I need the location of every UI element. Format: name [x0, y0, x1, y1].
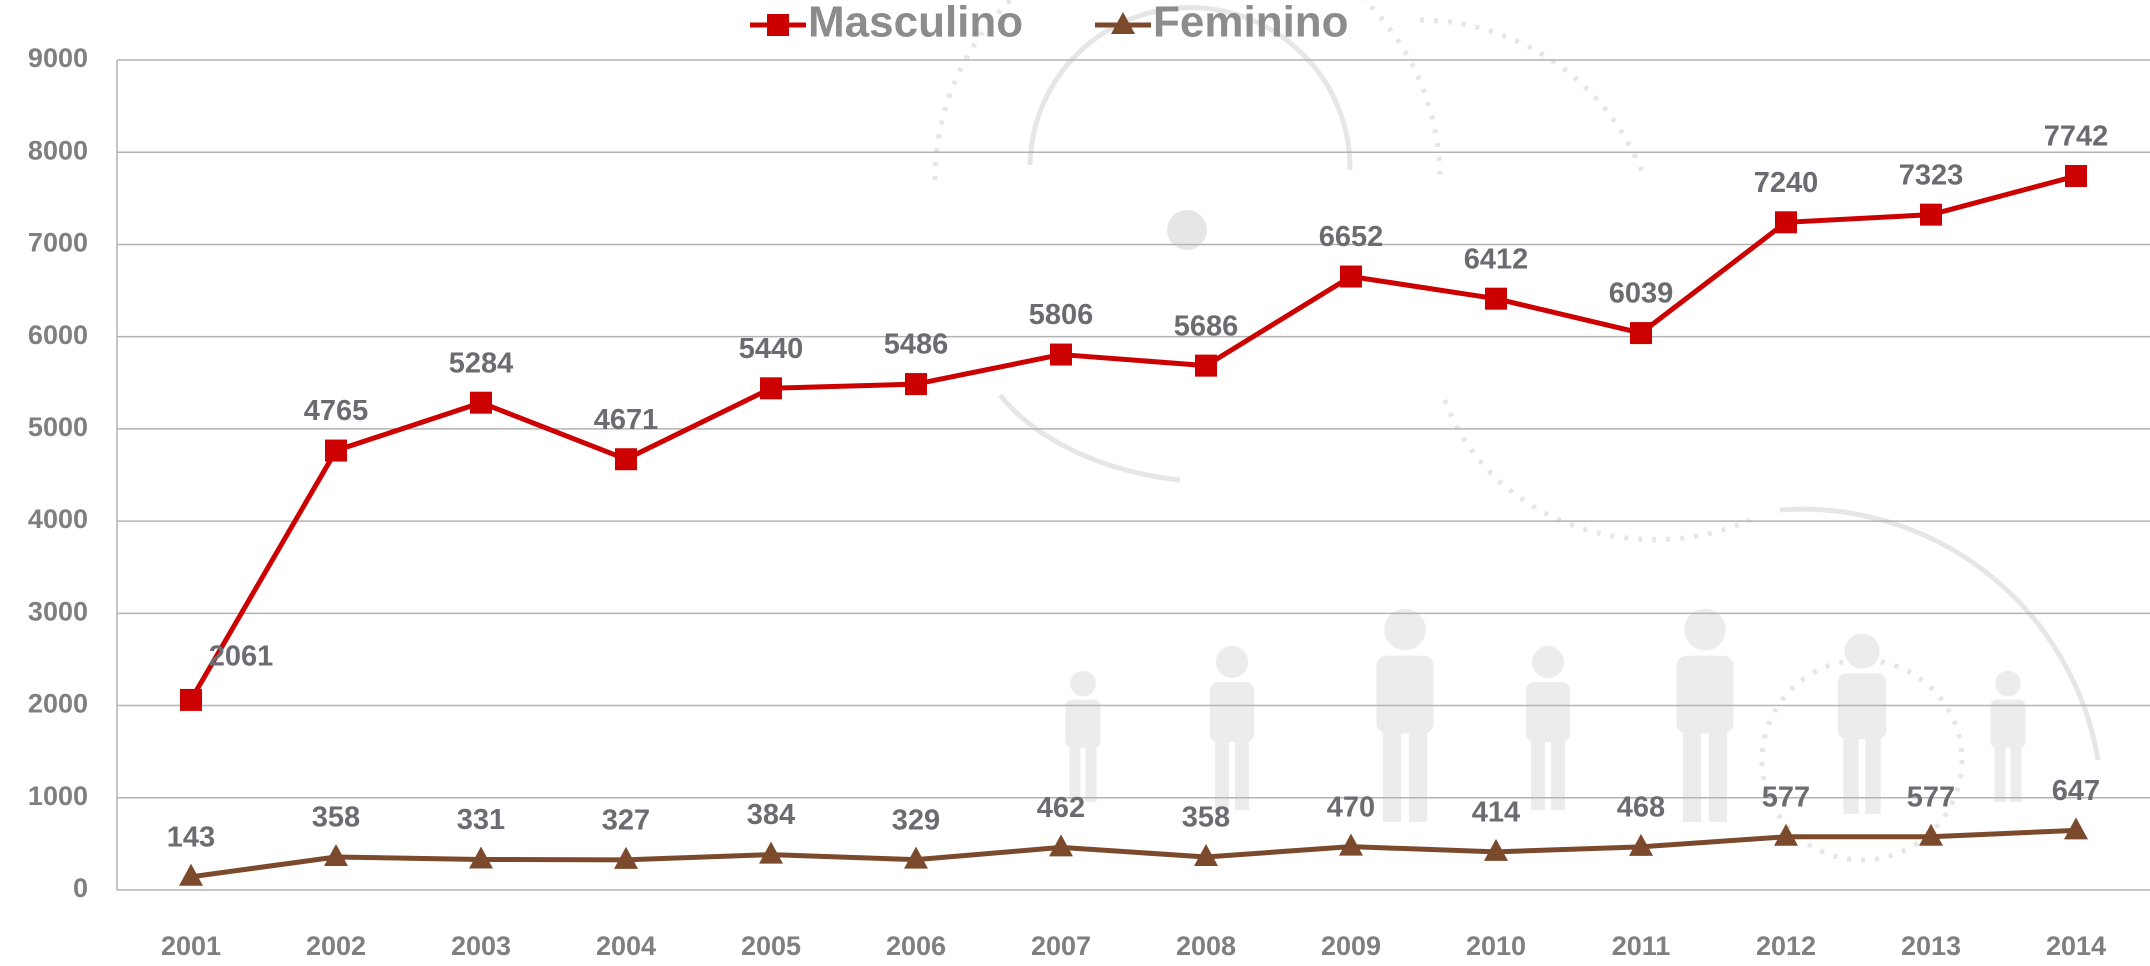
x-tick-label: 2002 — [306, 931, 366, 961]
x-tick-label: 2013 — [1901, 931, 1961, 961]
value-label: 5284 — [449, 347, 514, 379]
value-label: 143 — [167, 821, 215, 853]
x-tick-label: 2007 — [1031, 931, 1091, 961]
x-tick-label: 2008 — [1176, 931, 1236, 961]
marker — [1195, 355, 1217, 377]
x-tick-label: 2010 — [1466, 931, 1526, 961]
legend-marker — [767, 14, 789, 36]
person-icon — [1526, 646, 1570, 810]
y-tick-label: 9000 — [28, 43, 88, 73]
person-icon — [1065, 671, 1100, 802]
y-tick-label: 3000 — [28, 596, 88, 626]
value-label: 6652 — [1319, 221, 1384, 253]
value-label: 327 — [602, 804, 650, 836]
marker — [325, 440, 347, 462]
value-label: 331 — [457, 804, 505, 836]
x-tick-label: 2006 — [886, 931, 946, 961]
marker — [905, 373, 927, 395]
value-label: 358 — [1182, 802, 1230, 834]
x-tick-label: 2001 — [161, 931, 221, 961]
marker — [180, 689, 202, 711]
x-tick-label: 2005 — [741, 931, 801, 961]
x-tick-label: 2014 — [2046, 931, 2106, 961]
y-tick-label: 1000 — [28, 781, 88, 811]
value-label: 7240 — [1754, 167, 1819, 199]
marker — [1340, 266, 1362, 288]
legend-label: Feminino — [1153, 0, 1349, 47]
person-icon — [1376, 609, 1433, 822]
marker — [2065, 165, 2087, 187]
value-label: 5686 — [1174, 310, 1239, 342]
chart: Masculino Feminino 0 1000 2000 3000 4000 5000 6… — [0, 0, 2150, 966]
marker — [1775, 211, 1797, 233]
value-label: 5440 — [739, 333, 804, 365]
x-tick-label: 2009 — [1321, 931, 1381, 961]
value-label: 4765 — [304, 395, 369, 427]
value-label: 384 — [747, 799, 795, 831]
value-label: 577 — [1907, 781, 1955, 813]
y-tick-label: 8000 — [28, 135, 88, 165]
value-label: 2061 — [209, 641, 274, 673]
marker — [470, 392, 492, 414]
value-label: 462 — [1037, 792, 1085, 824]
value-label: 468 — [1617, 791, 1665, 823]
marker — [760, 377, 782, 399]
y-tick-label: 2000 — [28, 689, 88, 719]
marker — [615, 448, 637, 470]
value-label: 7742 — [2044, 121, 2109, 153]
legend: Masculino Feminino — [750, 0, 1349, 47]
value-label: 577 — [1762, 781, 1810, 813]
x-tick-label: 2012 — [1756, 931, 1816, 961]
person-icon — [1210, 646, 1254, 810]
person-icon — [1838, 634, 1886, 814]
x-tick-label: 2004 — [596, 931, 656, 961]
background-decoration — [935, 0, 2098, 860]
marker — [1485, 288, 1507, 310]
marker — [1630, 322, 1652, 344]
marker — [1920, 204, 1942, 226]
y-tick-label: 4000 — [28, 504, 88, 534]
x-tick-label: 2011 — [1612, 931, 1671, 961]
series-line — [191, 176, 2076, 700]
value-label: 414 — [1472, 796, 1520, 828]
x-tick-label: 2003 — [451, 931, 511, 961]
value-label: 647 — [2052, 775, 2100, 807]
value-label: 4671 — [594, 404, 659, 436]
y-tick-label: 7000 — [28, 228, 88, 258]
y-tick-label: 6000 — [28, 320, 88, 350]
value-label: 329 — [892, 804, 940, 836]
people-icons — [1065, 609, 2025, 822]
person-icon — [1990, 671, 2025, 802]
value-label: 6412 — [1464, 243, 1529, 275]
value-label: 6039 — [1609, 278, 1674, 310]
y-tick-label: 5000 — [28, 412, 88, 442]
value-label: 470 — [1327, 791, 1375, 823]
legend-label: Masculino — [808, 0, 1023, 47]
value-label: 5486 — [884, 329, 949, 361]
value-label: 358 — [312, 802, 360, 834]
person-icon — [1676, 609, 1733, 822]
y-tick-label: 0 — [73, 873, 88, 903]
value-label: 7323 — [1899, 159, 1964, 191]
value-label: 5806 — [1029, 299, 1094, 331]
marker — [1049, 834, 1073, 856]
marker — [1050, 344, 1072, 366]
